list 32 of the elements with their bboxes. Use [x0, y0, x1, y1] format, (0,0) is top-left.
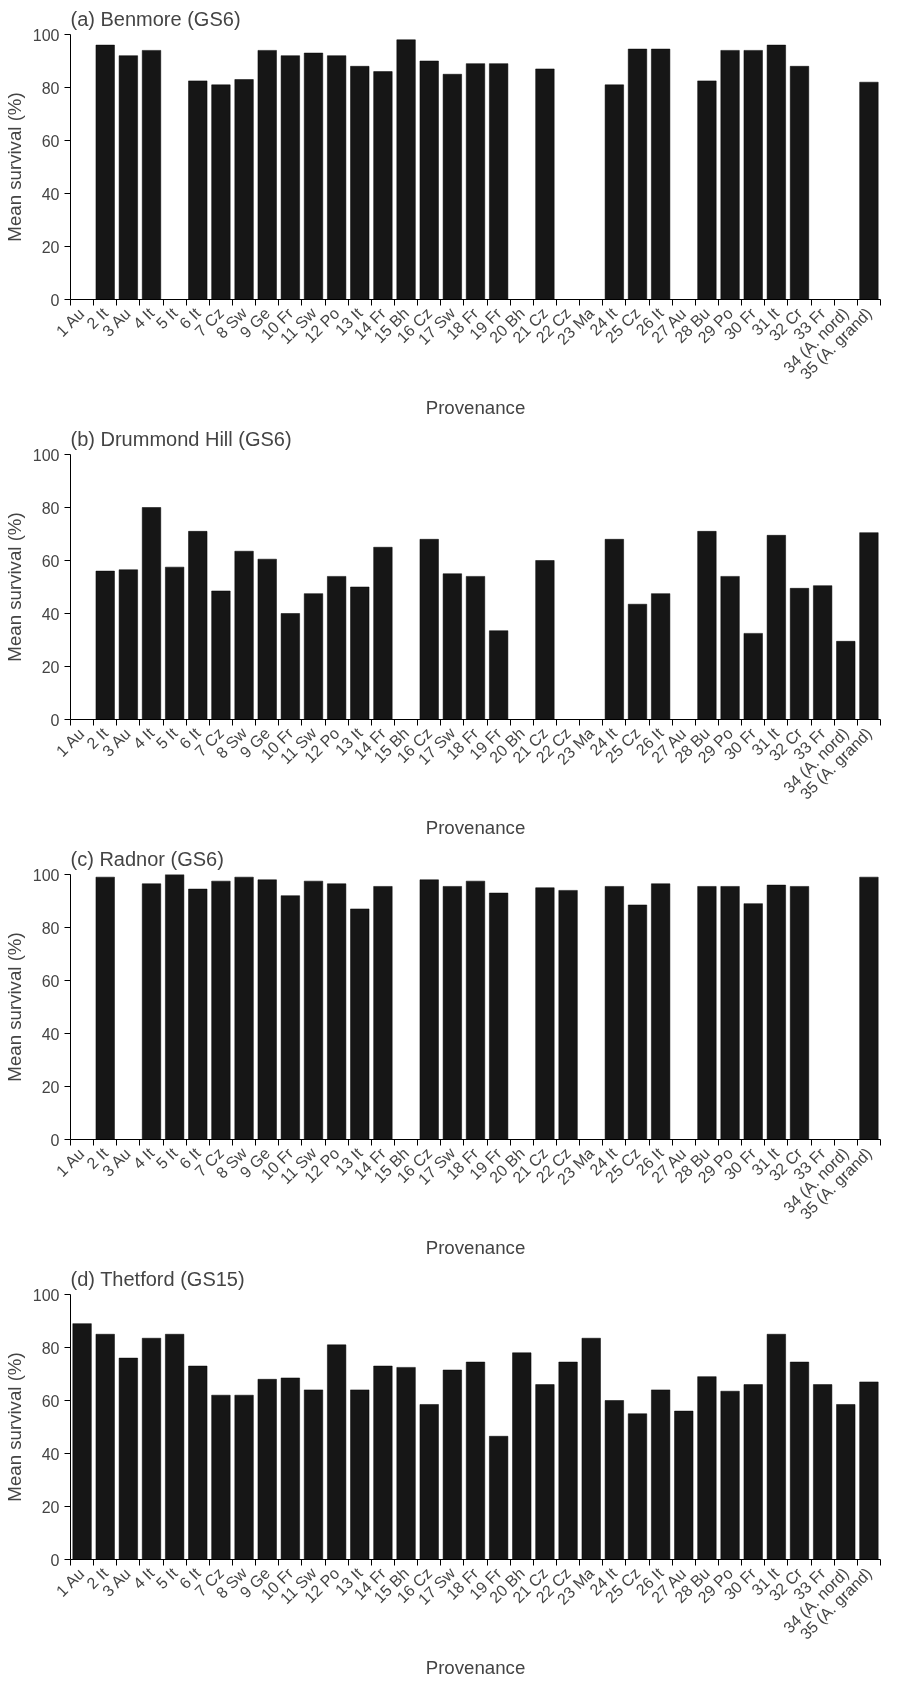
y-tick-label: 20	[41, 238, 60, 256]
chart-title: (c) Radnor (GS6)	[70, 847, 224, 870]
y-axis-title: Mean survival (%)	[3, 92, 25, 242]
chart-title: (d) Thetford (GS15)	[70, 1267, 245, 1290]
x-axis-title: Provenance	[425, 1236, 526, 1258]
y-tick-label: 40	[41, 1025, 60, 1043]
y-tick-label: 40	[41, 185, 60, 203]
chart-title: (a) Benmore (GS6)	[70, 7, 241, 30]
y-tick-label: 60	[41, 1392, 60, 1410]
y-tick-label: 80	[41, 919, 60, 937]
y-tick-label: 20	[41, 1078, 60, 1096]
y-tick-label: 100	[32, 26, 60, 44]
y-tick-label: 40	[41, 1445, 60, 1463]
y-tick-label: 60	[41, 552, 60, 570]
y-axis-title: Mean survival (%)	[3, 932, 25, 1082]
y-tick-label: 20	[41, 1498, 60, 1516]
y-axis-title: Mean survival (%)	[3, 1352, 25, 1502]
y-tick-label: 40	[41, 605, 60, 623]
y-axis-title: Mean survival (%)	[3, 512, 25, 662]
y-tick-label: 80	[41, 499, 60, 517]
y-tick-label: 100	[32, 866, 60, 884]
y-tick-label: 80	[41, 79, 60, 97]
x-axis-title: Provenance	[425, 1656, 526, 1678]
chart-title: (b) Drummond Hill (GS6)	[70, 427, 292, 450]
y-tick-label: 100	[32, 446, 60, 464]
y-tick-label: 60	[41, 132, 60, 150]
y-tick-label: 80	[41, 1339, 60, 1357]
x-axis-title: Provenance	[425, 816, 526, 838]
y-tick-label: 60	[41, 972, 60, 990]
y-tick-label: 20	[41, 658, 60, 676]
x-axis-title: Provenance	[425, 396, 526, 418]
y-tick-label: 100	[32, 1286, 60, 1304]
